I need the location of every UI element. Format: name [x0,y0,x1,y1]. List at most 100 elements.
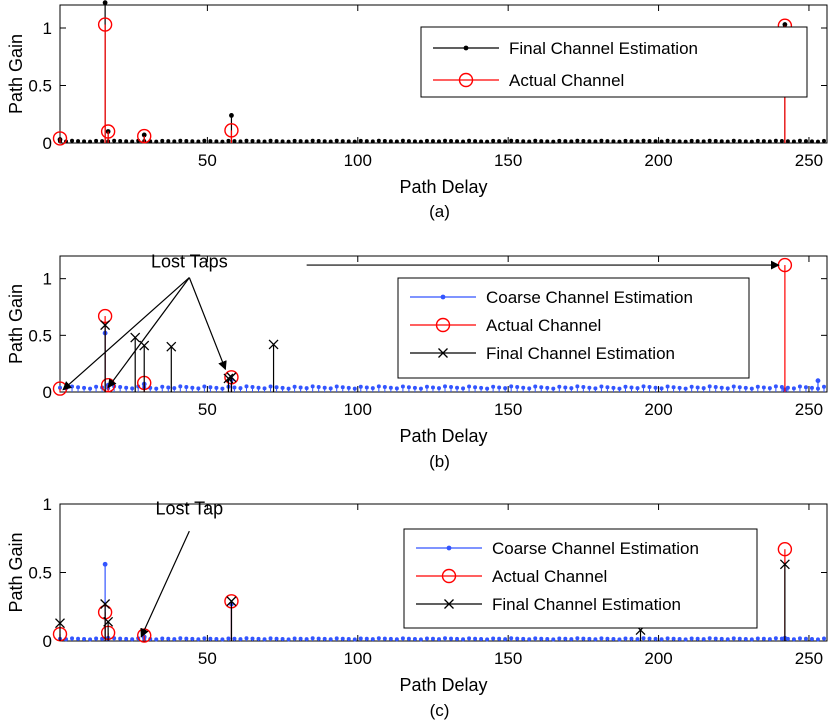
noise-dot [521,385,526,390]
noise-dot [226,138,231,143]
noise-dot [479,637,484,642]
x-axis-label: Path Delay [399,675,487,695]
noise-dot [767,386,772,391]
legend-label: Actual Channel [492,567,607,586]
noise-dot [737,139,742,144]
noise-dot [214,637,219,642]
noise-dot [130,386,135,391]
noise-dot [208,636,213,641]
noise-dot [479,139,484,144]
noise-dot [623,138,628,143]
noise-dot [491,138,496,143]
noise-dot [563,139,568,144]
noise-dot [334,138,339,143]
noise-dot [340,636,345,641]
noise-dot [443,138,448,143]
axes-frame [59,4,828,144]
noise-dot [503,139,508,144]
noise-dot [184,385,189,390]
noise-dot [262,637,267,642]
legend-marker-x [444,599,454,609]
noise-dot [298,385,303,390]
noise-dot [130,637,135,642]
noise-dot [166,385,171,390]
data-point-x [779,559,790,570]
y-tick-label: 0 [43,632,52,651]
noise-dot [821,138,826,143]
noise-dot [707,636,712,641]
noise-dot [304,386,309,391]
noise-dot [328,139,333,144]
data-point-circle [137,128,152,144]
noise-dot [647,385,652,390]
noise-dot [172,637,177,642]
noise-dot [725,637,730,642]
legend-label: Final Channel Estimation [509,39,698,58]
noise-dot [94,384,99,389]
noise-dot [551,386,556,391]
noise-dot [304,139,309,144]
noise-dot [605,139,610,144]
noise-dot [599,138,604,143]
data-point-x [268,339,279,350]
noise-dot [659,637,664,642]
noise-dot [322,385,327,390]
noise-dot [70,384,75,389]
noise-dot [569,139,574,144]
noise-dot [88,637,93,642]
noise-dot [400,636,405,641]
y-tick-label: 1 [43,19,52,38]
noise-dot [449,385,454,390]
noise-dot [202,636,207,641]
annotation: Lost Tap [140,498,223,638]
noise-dot [671,139,676,144]
noise-dot [599,384,604,389]
noise-dot [659,139,664,144]
data-point-x [100,320,111,331]
noise-dot [821,636,826,641]
noise-dot [809,139,814,144]
noise-dot [569,386,574,391]
noise-dot [70,138,75,143]
legend: Coarse Channel Estimation Actual Channel F… [403,528,758,629]
noise-dot [376,384,381,389]
noise-dot [346,637,351,642]
noise-dot [154,637,159,642]
y-axis-label: Path Gain [6,532,26,612]
noise-dot [701,139,706,144]
y-tick-label: 0.5 [28,326,52,345]
noise-dot [370,139,375,144]
noise-dot [623,636,628,641]
noise-dot [244,138,249,143]
y-tick-label: 1 [43,495,52,514]
y-tick-label: 0.5 [28,564,52,583]
noise-dot [124,385,129,390]
noise-dot [593,637,598,642]
data-point-x [100,599,111,609]
noise-dot [695,385,700,390]
noise-dot [166,636,171,641]
noise-dot [220,637,225,642]
legend-label: Final Channel Estimation [486,344,675,363]
noise-dot [737,636,742,641]
noise-dot [635,637,640,642]
noise-dot [461,386,466,391]
legend-box [397,277,750,379]
noise-dot [689,138,694,143]
noise-dot [593,139,598,144]
noise-dot [755,384,760,389]
noise-dot [226,636,231,641]
noise-dot [797,636,802,641]
noise-dot [557,384,562,389]
noise-dot [346,385,351,390]
noise-dot [725,386,730,391]
noise-dot [238,637,243,642]
noise-dot [809,637,814,642]
chart-panel-2: 50 100 150 200 250 0 0.5 1 Path Delay Path Gain (b… [6,252,828,471]
y-axis-label: Path Gain [6,34,26,114]
noise-dot [785,139,790,144]
noise-dot [328,386,333,391]
noise-dot [593,386,598,391]
x-tick-label: 100 [344,151,372,170]
x-tick-label: 50 [198,151,217,170]
